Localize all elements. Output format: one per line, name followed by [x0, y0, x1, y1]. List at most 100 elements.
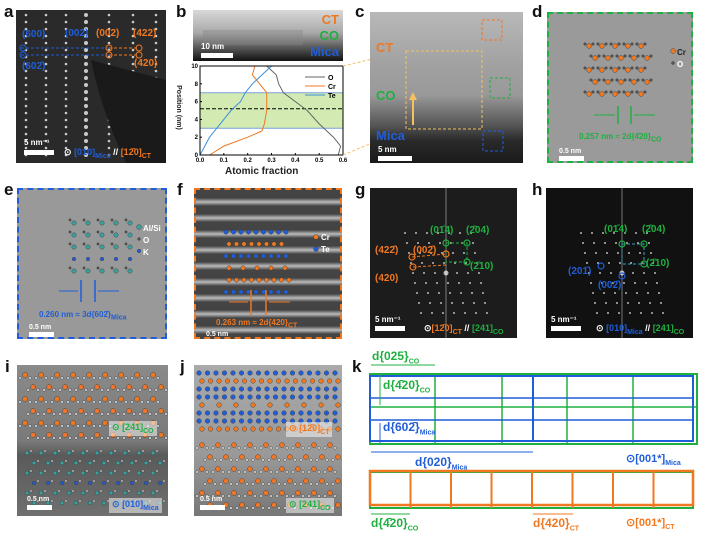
cr-atom — [241, 277, 247, 283]
alsi-atom — [52, 450, 58, 456]
o-atom — [617, 66, 621, 70]
te-atom — [272, 370, 278, 376]
series-line-Cr — [209, 65, 268, 156]
fft-spot — [456, 272, 458, 274]
fft-spot — [447, 282, 449, 284]
diffraction-spot — [24, 41, 28, 45]
o-atom — [28, 376, 32, 380]
o-atom — [110, 230, 114, 234]
o-atom — [154, 436, 158, 440]
o-atom — [50, 499, 54, 503]
fft-spot — [473, 302, 475, 304]
o-atom — [138, 412, 142, 416]
scale-bar — [551, 326, 581, 331]
o-atom — [583, 90, 587, 94]
o-atom — [96, 242, 100, 246]
o-atom — [64, 499, 68, 503]
diffraction-spot — [84, 34, 88, 38]
o-atom — [219, 482, 223, 486]
o-atom — [96, 230, 100, 234]
o-atom — [114, 376, 118, 380]
diffraction-spot — [154, 48, 158, 52]
diffraction-spot — [44, 13, 48, 17]
cr-atom — [199, 466, 205, 472]
alsi-atom — [122, 470, 128, 476]
k-atom — [60, 480, 65, 485]
cr-atom — [318, 402, 324, 408]
o-atom — [99, 469, 103, 473]
diffraction-spot — [24, 13, 28, 17]
o-atom — [635, 42, 639, 46]
o-atom — [78, 499, 82, 503]
layer-ct: CT — [376, 40, 394, 55]
saed-pattern-a: (600) (602̄) (002) (002) (422) (420) 5 n… — [16, 10, 166, 163]
o-atom — [195, 494, 199, 498]
diffraction-spot — [84, 118, 88, 122]
o-atom — [124, 266, 128, 270]
te-atom — [264, 394, 270, 400]
cr-atom — [54, 396, 60, 402]
cr-atom — [295, 490, 301, 496]
o-atom — [269, 446, 273, 450]
te-atom — [247, 394, 253, 400]
k-atom — [129, 480, 134, 485]
cr-atom — [30, 432, 36, 438]
fft-spot — [592, 292, 594, 294]
hrtem-mica-e: Al/Si O K 0.260 nm ≈ 3d{602̄}Mica 0.5 nm — [17, 188, 167, 339]
diffraction-spot — [44, 69, 48, 73]
fft-spot — [608, 262, 610, 264]
alsi-atom — [45, 460, 51, 466]
o-atom — [124, 218, 128, 222]
fft-spot — [469, 282, 471, 284]
spot-label: (01̄4) — [604, 224, 628, 235]
scale-bar-label: 0.5 nm — [559, 148, 582, 155]
te-atom — [283, 253, 289, 259]
cr-atom — [644, 79, 650, 85]
cr-atom — [94, 432, 100, 438]
o-atom — [74, 388, 78, 392]
o-atom — [57, 469, 61, 473]
o-atom — [28, 400, 32, 404]
o-atom — [283, 482, 287, 486]
o-atom — [148, 436, 152, 440]
o-atom — [227, 494, 231, 498]
legend-cr: Cr — [677, 48, 686, 57]
o-atom — [71, 469, 75, 473]
diffraction-spot — [64, 13, 68, 17]
o-atom — [64, 459, 68, 463]
o-atom — [132, 436, 136, 440]
diffraction-spot — [24, 34, 28, 38]
cr-atom — [233, 378, 239, 384]
cr-atom — [311, 490, 317, 496]
o-atom — [251, 458, 255, 462]
o-atom — [113, 469, 117, 473]
o-atom — [148, 479, 152, 483]
o-atom — [333, 470, 337, 474]
o-atom — [148, 459, 152, 463]
scale-bar-label: 0.5 nm — [27, 496, 50, 503]
cr-atom — [284, 378, 290, 384]
spot-label: (2̄04) — [642, 224, 666, 235]
sub: CT — [665, 524, 675, 532]
o-atom — [299, 482, 303, 486]
shaded-band — [200, 92, 343, 129]
te-atom — [298, 394, 304, 400]
alsi-atom — [85, 232, 91, 238]
atom-overlay — [18, 372, 168, 506]
y-axis-label: Position (nm) — [174, 85, 182, 130]
o-atom — [146, 400, 150, 404]
fft-spot — [420, 312, 422, 314]
diffraction-spot — [24, 90, 28, 94]
o-atom — [100, 412, 104, 416]
cr-atom — [318, 378, 324, 384]
o-atom — [219, 458, 223, 462]
hrtem-ct-f: Cr Te 0.263 nm ≈ 2d{420}CT 0.5 nm — [194, 188, 342, 339]
o-atom — [243, 470, 247, 474]
te-atom — [289, 386, 295, 392]
series-line-O — [266, 65, 342, 156]
cr-atom — [250, 426, 256, 432]
cr-atom — [309, 378, 315, 384]
cr-atom — [255, 502, 261, 508]
te-atom — [264, 370, 270, 376]
cr-atom — [247, 490, 253, 496]
